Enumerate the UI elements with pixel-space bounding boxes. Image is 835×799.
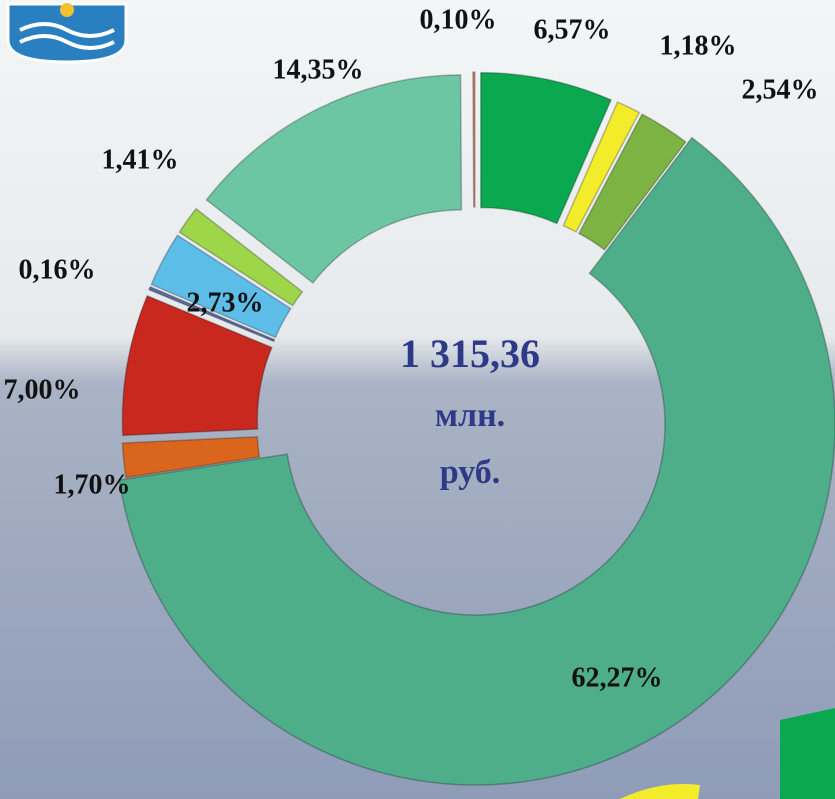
donut-segment	[577, 113, 687, 251]
data-label: 1,18%	[660, 30, 737, 61]
donut-segment	[121, 294, 273, 437]
donut-segment	[150, 234, 292, 339]
donut-segment	[479, 71, 613, 225]
donut-segment	[205, 74, 463, 284]
decoration	[620, 783, 700, 799]
donut-segment	[178, 207, 304, 307]
data-label: 14,35%	[273, 54, 364, 85]
decoration	[780, 708, 835, 799]
donut-segment	[118, 136, 835, 786]
data-label: 62,27%	[572, 662, 663, 693]
center-text: 1 315,36	[400, 331, 540, 376]
data-label: 2,73%	[187, 287, 264, 318]
donut-segment	[562, 101, 641, 233]
data-label: 6,57%	[534, 14, 611, 45]
donut-segment	[121, 435, 261, 479]
data-label: 0,10%	[420, 4, 497, 35]
donut-segment	[472, 71, 476, 208]
data-label: 2,54%	[742, 74, 819, 105]
logo	[6, 2, 128, 64]
data-label: 0,16%	[19, 254, 96, 285]
center-text: млн.	[435, 397, 505, 434]
donut-segment	[147, 285, 276, 343]
data-label: 1,70%	[54, 469, 131, 500]
center-text: руб.	[440, 454, 501, 491]
data-label: 1,41%	[102, 144, 179, 175]
data-label: 7,00%	[4, 374, 81, 405]
